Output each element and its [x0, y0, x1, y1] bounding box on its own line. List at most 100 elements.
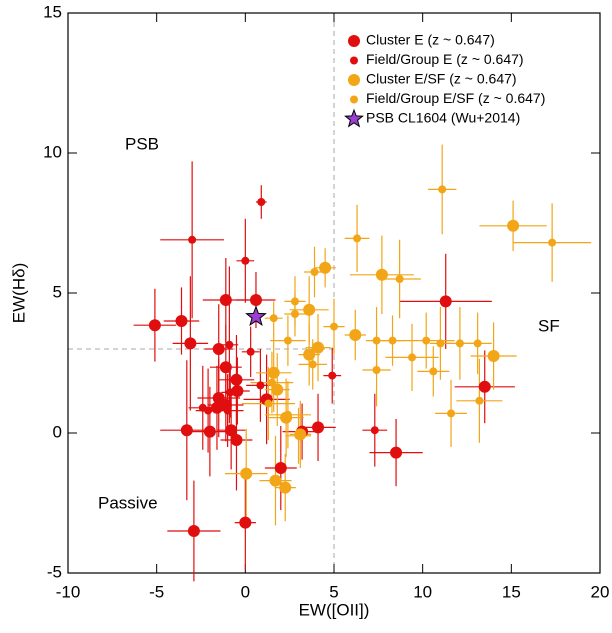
point [312, 341, 325, 354]
point [274, 462, 287, 474]
point [269, 474, 282, 487]
legend-label: Field/Group E/SF (z ~ 0.647) [366, 90, 545, 106]
point [303, 348, 316, 361]
point [390, 446, 403, 459]
point [372, 336, 381, 345]
legend-label: Field/Group E (z ~ 0.647) [366, 51, 524, 67]
point [249, 294, 262, 306]
point [279, 481, 292, 494]
x-tick-label: 15 [502, 582, 521, 601]
point [241, 256, 250, 265]
point [188, 235, 197, 244]
point [148, 319, 161, 332]
point [257, 198, 266, 206]
point [267, 366, 280, 379]
point [180, 424, 193, 437]
y-tick-label: 5 [53, 282, 62, 301]
point [372, 366, 381, 374]
point [475, 396, 484, 405]
point [231, 385, 244, 397]
point [308, 360, 317, 369]
point [429, 367, 438, 376]
point [264, 399, 273, 408]
point [348, 35, 360, 47]
x-tick-label: 20 [591, 582, 610, 601]
point [349, 329, 362, 341]
point [319, 261, 332, 274]
point [239, 516, 252, 529]
point [230, 434, 243, 446]
x-tick-label: 0 [241, 582, 250, 601]
point [436, 339, 445, 348]
point [447, 409, 456, 418]
point [548, 238, 557, 247]
point [507, 219, 520, 232]
point [310, 268, 319, 276]
x-tick-label: 10 [413, 582, 432, 601]
point [478, 380, 491, 393]
point [375, 268, 388, 281]
point [350, 95, 358, 104]
point [455, 339, 464, 348]
y-tick-label: -5 [47, 562, 62, 581]
point [439, 295, 452, 308]
star-marker [245, 305, 267, 327]
point [330, 322, 338, 331]
point [370, 426, 379, 435]
legend: Cluster E (z ~ 0.647) Field/Group E (z ~ … [344, 32, 545, 128]
legend-label: PSB CL1604 (Wu+2014) [366, 110, 520, 126]
point [256, 381, 265, 390]
point [487, 350, 500, 362]
point [283, 410, 292, 419]
point [290, 310, 299, 318]
point [219, 361, 232, 374]
point [395, 275, 404, 283]
legend-label: Cluster E (z ~ 0.647) [366, 32, 495, 48]
point [223, 406, 232, 415]
point [225, 340, 234, 349]
point [240, 467, 253, 480]
point [269, 314, 278, 323]
point [187, 525, 200, 537]
point [353, 234, 362, 243]
x-axis-label: EW([OII]) [299, 600, 370, 619]
annotation: PSB [125, 134, 159, 153]
y-tick-label: 10 [43, 142, 62, 161]
point [203, 425, 216, 438]
point [175, 315, 188, 327]
star-marker [344, 108, 364, 128]
annotation: SF [538, 316, 560, 335]
y-axis-label: EW(Hδ) [9, 263, 28, 323]
point [350, 56, 358, 65]
point [422, 336, 431, 345]
point [408, 353, 417, 362]
legend-label: Cluster E/SF (z ~ 0.647) [366, 71, 517, 87]
y-tick-label: 0 [53, 422, 62, 441]
point [267, 378, 276, 387]
y-tick-label: 15 [43, 2, 62, 21]
point [388, 336, 397, 345]
point [294, 431, 303, 440]
point [226, 388, 235, 397]
x-tick-label: 5 [329, 582, 338, 601]
point [225, 424, 238, 437]
point [230, 373, 243, 386]
point [290, 297, 299, 306]
point [184, 337, 197, 350]
point [219, 294, 232, 306]
point [204, 406, 213, 415]
point [348, 74, 360, 86]
point [438, 185, 447, 194]
point [283, 336, 292, 345]
x-tick-label: -5 [149, 582, 164, 601]
point [271, 383, 284, 396]
point [303, 303, 316, 316]
point [328, 371, 337, 380]
point [246, 347, 255, 356]
point [312, 421, 325, 434]
point [473, 339, 482, 348]
point [212, 343, 225, 355]
annotation: Passive [98, 493, 158, 512]
x-tick-label: -10 [56, 582, 81, 601]
